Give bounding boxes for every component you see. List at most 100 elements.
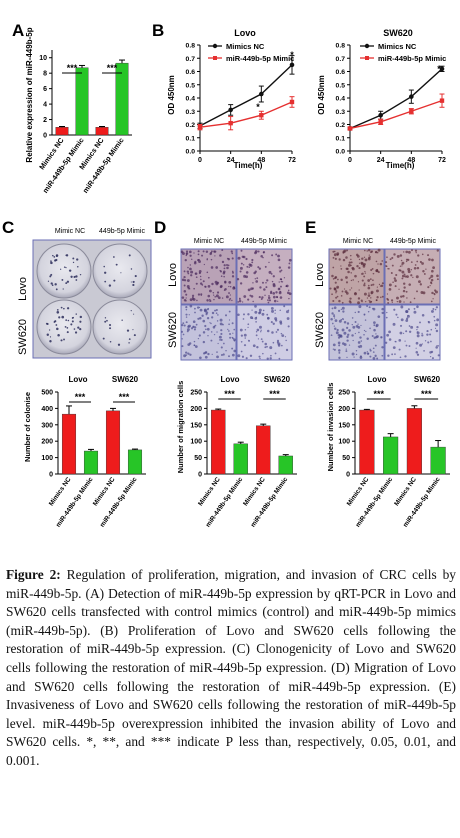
cell-dot	[185, 313, 188, 316]
sig-stars: ***	[224, 389, 235, 399]
cell-dot	[221, 260, 225, 264]
cell-dot	[219, 285, 223, 289]
cell-dot	[226, 264, 229, 267]
cell-dot	[398, 300, 402, 303]
cell-dot	[372, 351, 375, 353]
cell-dot	[359, 336, 362, 339]
cell-dot	[271, 309, 275, 313]
colony-dot	[55, 324, 58, 326]
cell-dot	[270, 321, 273, 324]
cell-dot	[423, 273, 426, 275]
cell-dot	[407, 270, 411, 274]
cell-dot	[405, 319, 409, 322]
cell-dot	[341, 290, 344, 293]
cell-dot	[268, 270, 272, 274]
colony-dot	[77, 326, 80, 329]
cell-dot	[276, 296, 278, 299]
cell-dot	[373, 336, 376, 339]
sig-stars: ***	[67, 63, 78, 73]
cell-dot	[189, 298, 193, 302]
cell-dot	[286, 310, 289, 314]
cell-dot	[338, 344, 341, 347]
cell-dot	[191, 294, 195, 297]
cell-dot	[220, 346, 223, 349]
cell-dot	[214, 255, 216, 257]
x-tick-label: 24	[377, 157, 385, 164]
cell-dot	[279, 290, 282, 293]
colony-dot	[65, 282, 68, 285]
cell-dot	[357, 281, 360, 283]
cell-dot	[364, 258, 368, 262]
cell-dot	[260, 329, 262, 331]
colony-dot	[55, 288, 58, 291]
cell-dot	[279, 296, 283, 299]
cell-dot	[264, 294, 266, 297]
cell-dot	[244, 329, 247, 331]
cell-dot	[249, 354, 253, 357]
cell-dot	[199, 275, 202, 278]
cell-dot	[429, 333, 432, 336]
cell-dot	[266, 357, 269, 360]
cell-dot	[218, 335, 222, 339]
cell-dot	[187, 343, 191, 346]
cell-dot	[415, 350, 419, 354]
panel-d-group-lovo: Lovo	[220, 375, 239, 384]
cell-dot	[213, 298, 215, 301]
cell-dot	[181, 345, 184, 348]
y-tick-label: 10	[39, 55, 47, 62]
colony-dot	[65, 319, 68, 321]
colony-dot	[61, 278, 64, 281]
cell-dot	[391, 353, 394, 356]
cell-dot	[185, 316, 188, 318]
panel-c-bar: Number of colonise Lovo SW620 0 100 200 300…	[0, 372, 155, 562]
cell-dot	[227, 328, 229, 331]
migration-sw620-nc	[180, 304, 237, 361]
cell-dot	[376, 335, 379, 338]
cell-dot	[375, 325, 378, 328]
cell-dot	[370, 269, 373, 272]
series-line	[349, 68, 443, 130]
cell-dot	[198, 306, 201, 309]
cell-dot	[414, 249, 418, 252]
colony-dot	[79, 327, 82, 331]
colony-dot	[121, 319, 123, 321]
cell-dot	[267, 299, 269, 302]
cell-dot	[331, 322, 334, 325]
cell-dot	[352, 279, 354, 281]
cell-dot	[272, 292, 276, 295]
cell-dot	[259, 357, 261, 360]
cell-dot	[256, 277, 259, 280]
colony-dot	[79, 273, 82, 276]
cell-dot	[357, 310, 360, 314]
y-tick-label: 50	[194, 455, 202, 462]
cell-dot	[237, 256, 241, 260]
panel-c-row-sw620: SW620	[17, 319, 29, 355]
cell-dot	[410, 269, 413, 271]
y-tick-label: 150	[190, 422, 202, 429]
colony-dot	[58, 316, 61, 319]
cell-dot	[253, 271, 256, 275]
cell-dot	[188, 250, 192, 254]
cell-dot	[410, 261, 413, 264]
cell-dot	[332, 266, 335, 269]
cell-dot	[363, 256, 366, 258]
y-tick-label: 100	[41, 455, 53, 462]
panel-d: D Mimic NC 449b-5p Mimic Lovo SW620	[152, 215, 307, 365]
lovo-legend-nc: Mimics NC	[226, 42, 265, 51]
cell-dot	[364, 270, 366, 273]
cell-dot	[419, 260, 422, 264]
cell-dot	[275, 291, 278, 294]
cell-dot	[401, 265, 403, 267]
cell-dot	[197, 253, 200, 256]
cell-dot	[242, 255, 246, 259]
x-tick-label: 0	[348, 157, 352, 164]
y-tick-label: 0	[49, 472, 53, 479]
colony-dot	[46, 333, 49, 336]
cell-dot	[285, 285, 288, 287]
cell-dot	[209, 289, 212, 293]
cell-dot	[220, 353, 223, 357]
cell-dot	[354, 274, 357, 278]
y-tick-label: 100	[338, 439, 350, 446]
colony-dot	[73, 328, 76, 330]
